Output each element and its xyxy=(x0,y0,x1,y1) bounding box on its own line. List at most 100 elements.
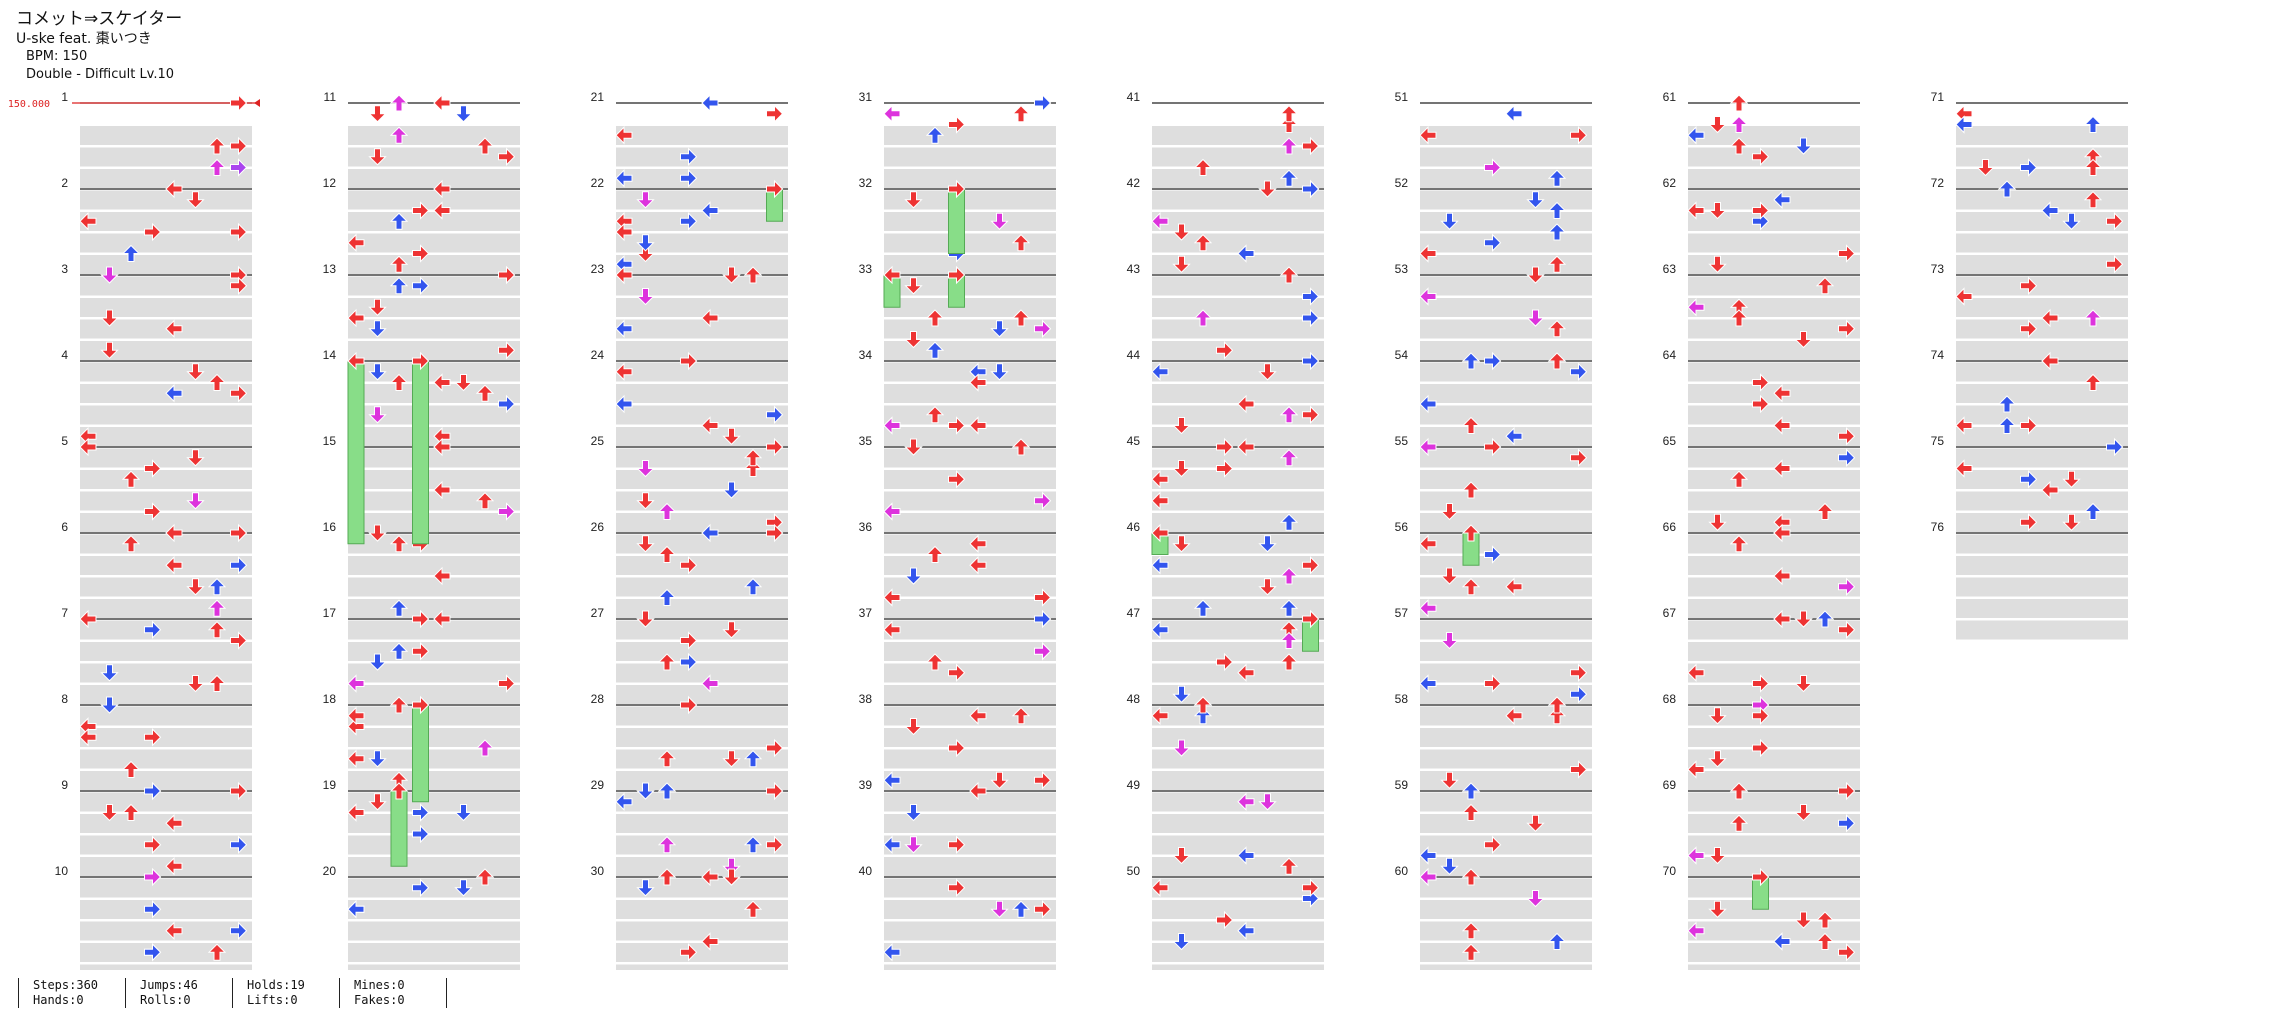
hold-note xyxy=(412,360,429,545)
beat-stripe xyxy=(348,814,520,833)
beat-stripe xyxy=(616,857,788,876)
beat-stripe xyxy=(80,448,252,468)
right-arrow-note xyxy=(412,276,430,295)
beat-stripe xyxy=(348,341,520,360)
measure-73: 73 xyxy=(1931,262,2128,382)
measure-7: 7 xyxy=(61,606,252,726)
right-arrow-note xyxy=(144,222,162,242)
down-arrow-note xyxy=(1172,223,1191,241)
up-arrow-note xyxy=(207,943,227,961)
left-arrow-note xyxy=(969,781,987,801)
right-arrow-note xyxy=(1484,835,1502,854)
down-arrow-note xyxy=(368,298,387,316)
stat-steps: Steps:360 xyxy=(33,978,99,992)
right-arrow-note xyxy=(680,169,698,188)
up-arrow-note xyxy=(389,535,409,553)
beat-stripe xyxy=(616,319,788,339)
beat-stripe xyxy=(1688,126,1860,145)
measure-63: 63 xyxy=(1663,262,1860,382)
up-arrow-note xyxy=(1279,599,1299,617)
left-arrow-note xyxy=(347,674,365,693)
right-arrow-note xyxy=(1484,351,1502,371)
beat-stripe xyxy=(348,857,520,876)
measure-number: 11 xyxy=(324,90,337,104)
beat-stripe xyxy=(1152,319,1324,339)
beat-stripe xyxy=(884,620,1056,640)
beat-stripe xyxy=(616,384,788,403)
measure-number: 55 xyxy=(1395,434,1409,448)
stat-jumps: Jumps:46 xyxy=(140,978,198,992)
bpm-change-marker: 150.000 xyxy=(8,99,260,110)
beat-stripe xyxy=(1152,943,1324,962)
left-arrow-note xyxy=(615,222,633,242)
left-arrow-note xyxy=(1419,846,1437,865)
up-arrow-note xyxy=(2083,373,2103,391)
right-arrow-note xyxy=(766,781,784,801)
up-arrow-note xyxy=(475,868,495,886)
beat-stripe xyxy=(1688,964,1860,970)
beat-stripe xyxy=(348,620,520,640)
beat-stripe xyxy=(1688,749,1860,769)
left-arrow-note xyxy=(1237,921,1255,940)
left-arrow-note xyxy=(433,566,451,586)
measure-68: 68 xyxy=(1663,692,1860,812)
up-arrow-note xyxy=(1193,707,1213,725)
hold-head-arrow xyxy=(1302,609,1320,629)
left-arrow-note xyxy=(1419,126,1437,145)
beat-stripe xyxy=(884,147,1056,167)
measure-number: 64 xyxy=(1663,348,1677,362)
beat-stripe xyxy=(616,814,788,833)
measure-30: 30 xyxy=(591,864,788,970)
up-arrow-note xyxy=(121,470,141,488)
measure-75: 75 xyxy=(1931,434,2128,554)
left-arrow-note xyxy=(1237,846,1255,865)
beat-stripe xyxy=(1152,599,1324,618)
beat-stripe xyxy=(1956,427,2128,446)
right-arrow-note xyxy=(1034,771,1052,790)
beat-stripe xyxy=(1420,147,1592,167)
beat-stripe xyxy=(616,276,788,296)
measure-number: 5 xyxy=(61,434,68,448)
up-arrow-note xyxy=(121,244,141,262)
right-arrow-note xyxy=(1484,437,1502,457)
beat-stripe xyxy=(348,362,520,382)
down-arrow-note xyxy=(722,266,741,284)
down-arrow-note xyxy=(1708,202,1727,220)
up-arrow-note xyxy=(1729,137,1749,155)
measure-38: 38 xyxy=(859,692,1056,812)
beat-stripe xyxy=(884,642,1056,661)
right-arrow-note xyxy=(1752,674,1770,693)
right-arrow-note xyxy=(1034,491,1052,510)
beat-stripe xyxy=(348,556,520,575)
down-arrow-note xyxy=(1172,417,1191,435)
down-arrow-note xyxy=(186,449,205,467)
measure-number: 3 xyxy=(61,262,68,276)
beat-stripe xyxy=(1956,276,2128,296)
hold-head-arrow xyxy=(1752,867,1770,887)
left-arrow-note xyxy=(969,416,987,435)
down-arrow-note xyxy=(454,879,473,897)
left-arrow-note xyxy=(1955,287,1973,306)
up-arrow-note xyxy=(743,750,763,768)
right-arrow-note xyxy=(948,878,966,897)
right-arrow-note xyxy=(1034,900,1052,919)
hold-head-arrow xyxy=(766,179,784,199)
left-arrow-note xyxy=(2041,308,2059,328)
down-arrow-note xyxy=(1172,847,1191,865)
left-arrow-note xyxy=(1151,491,1169,510)
beat-stripe xyxy=(1420,491,1592,511)
stats-panel: Steps:360 Hands:0 Jumps:46 Rolls:0 Holds… xyxy=(18,978,447,1008)
beat-stripe xyxy=(1688,835,1860,855)
beat-stripe xyxy=(884,749,1056,769)
beat-stripe xyxy=(884,857,1056,876)
right-arrow-note xyxy=(1302,136,1320,156)
beat-stripe xyxy=(1420,190,1592,210)
down-arrow-note xyxy=(2062,212,2081,230)
beat-stripe xyxy=(348,685,520,704)
stats-end-divider xyxy=(446,978,447,1008)
right-arrow-note xyxy=(1752,147,1770,166)
left-arrow-note xyxy=(1151,706,1169,725)
measure-56: 56 xyxy=(1395,520,1592,640)
beat-stripe xyxy=(1420,900,1592,919)
right-arrow-note xyxy=(144,867,162,887)
